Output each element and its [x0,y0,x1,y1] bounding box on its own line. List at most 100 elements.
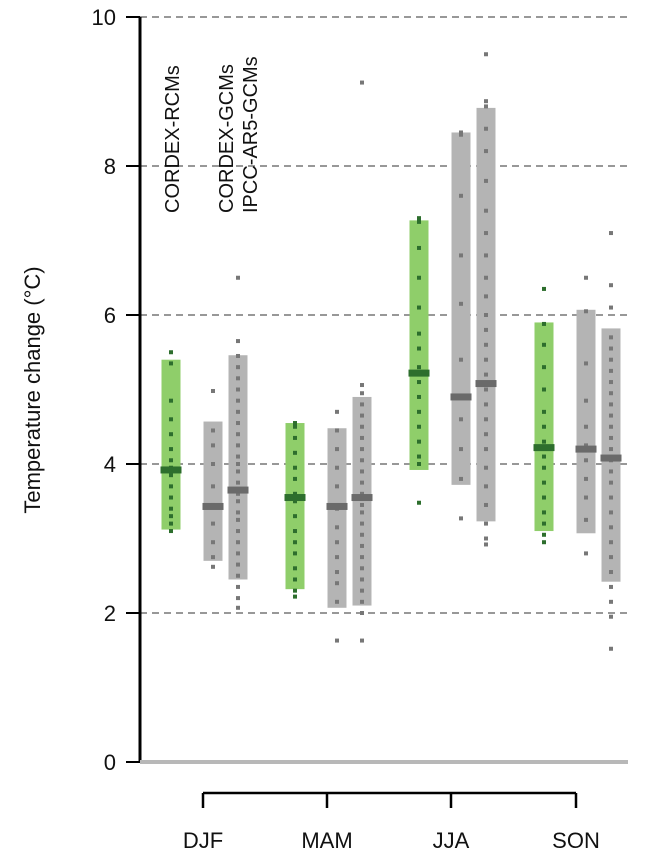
model-point [236,573,240,578]
model-point [542,540,546,545]
series-label: IPCC-AR5-GCMs [240,56,262,213]
model-point [542,454,546,459]
season-label: SON [552,828,600,853]
model-point [417,245,421,250]
model-point [584,443,588,448]
model-point [484,417,488,422]
model-point [236,432,240,437]
range-box [228,355,248,580]
median-marker [475,380,497,388]
model-point [484,208,488,213]
model-point [236,499,240,504]
model-point [360,491,364,496]
median-marker [533,444,555,452]
model-point [609,283,613,288]
model-point [169,398,173,403]
model-point [417,331,421,336]
model-point [609,424,613,429]
median-marker [227,486,249,494]
model-point [459,253,463,258]
model-point [484,432,488,437]
model-point [459,476,463,481]
model-point [360,435,364,440]
model-point [293,514,297,519]
model-point [609,495,613,500]
model-point [169,506,173,511]
model-point [609,584,613,589]
model-point [584,309,588,314]
model-point [360,447,364,452]
model-point [417,275,421,280]
y-tick-label: 2 [104,601,116,626]
model-point [459,417,463,422]
model-point [211,555,215,560]
model-point [335,638,339,643]
model-point [609,510,613,515]
model-point [236,409,240,414]
model-point [293,566,297,571]
model-point [360,391,364,396]
model-point [484,521,488,526]
model-point [609,555,613,560]
model-point [360,424,364,429]
model-point [169,350,173,355]
model-point [609,646,613,651]
model-point [236,454,240,459]
model-point [293,594,297,599]
model-point [236,605,240,610]
model-point [584,476,588,481]
model-point [609,305,613,310]
model-point [169,514,173,519]
median-marker [575,445,597,453]
model-point [584,361,588,366]
model-point [609,447,613,452]
model-point [584,551,588,556]
model-point [360,402,364,407]
model-point [417,305,421,310]
model-point [236,421,240,426]
model-point [417,409,421,414]
model-point [609,413,613,418]
model-point [542,480,546,485]
model-point [609,599,613,604]
model-point [236,480,240,485]
model-point [360,502,364,507]
model-point [484,275,488,280]
model-point [609,346,613,351]
model-point [484,357,488,362]
model-point [459,516,463,521]
model-point [484,253,488,258]
model-point [293,577,297,582]
model-point [360,413,364,418]
season-label: DJF [183,828,223,853]
range-box [409,220,429,470]
model-point [484,447,488,452]
model-point [293,465,297,470]
model-point [293,551,297,556]
season-label: JJA [433,828,470,853]
model-point [609,469,613,474]
model-point [211,462,215,466]
model-point [360,469,364,474]
range-box [451,132,471,485]
model-point [542,365,546,370]
model-point [584,517,588,522]
range-box [327,428,347,608]
median-marker [160,466,182,474]
model-point [335,570,339,575]
gridlines [140,16,628,614]
model-point [484,149,488,154]
model-point [609,357,613,362]
model-point [293,450,297,455]
model-point [609,368,613,373]
model-point [335,409,339,414]
model-point [484,542,488,547]
model-point [484,327,488,332]
model-point [609,480,613,485]
model-point [484,99,488,104]
model-point [293,476,297,481]
model-point [335,599,339,604]
model-point [609,391,613,396]
median-marker [408,369,430,377]
